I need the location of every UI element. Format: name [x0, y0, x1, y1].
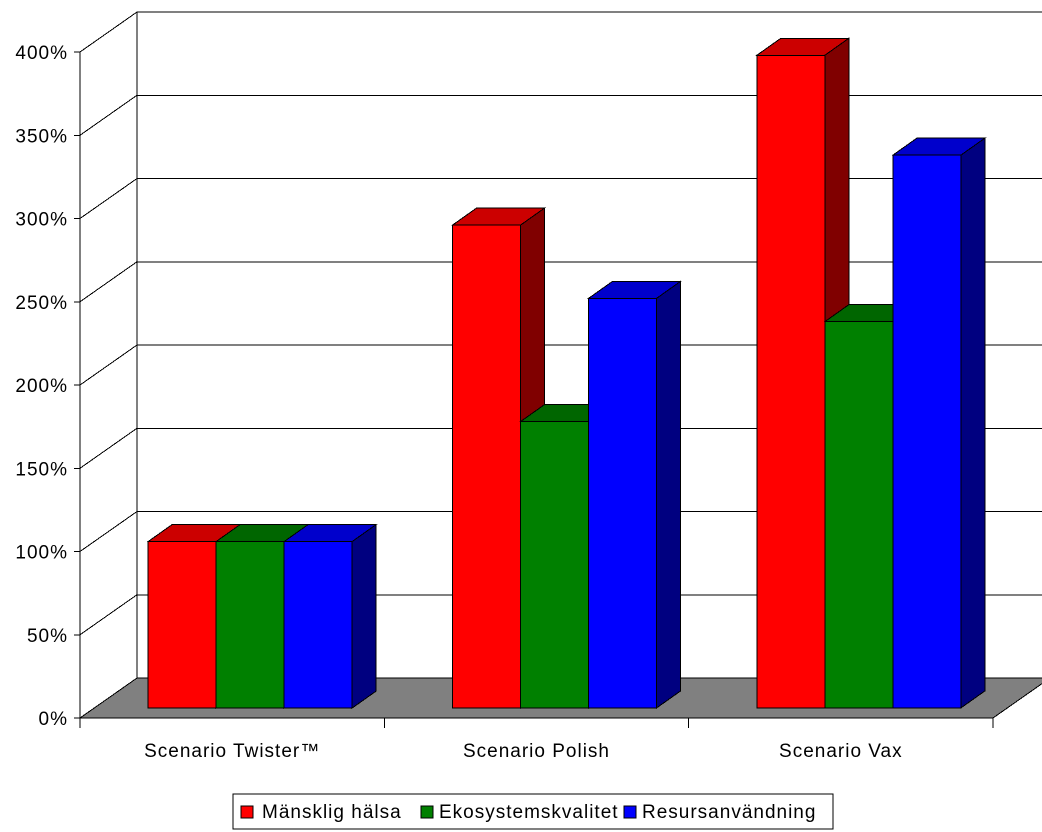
bar-front-face [452, 224, 521, 709]
bar-front-face [520, 421, 589, 709]
y-tick-label: 0% [39, 709, 68, 730]
y-tick-label: 250% [15, 293, 68, 314]
y-tick-label: 200% [15, 376, 68, 397]
bar [282, 523, 378, 709]
legend-swatch [240, 805, 254, 819]
legend-item: Ekosystemskvalitet [420, 802, 619, 823]
legend-swatch [420, 805, 434, 819]
bar-side-face [656, 280, 681, 709]
bar-front-face [756, 54, 826, 709]
y-tick-label: 50% [27, 626, 68, 647]
bar-side-face [960, 137, 986, 709]
floor-right-edge [992, 683, 1042, 719]
y-tick-label: 350% [15, 126, 68, 147]
x-tick-label: Scenario Twister™ [144, 741, 320, 762]
y-tick-label: 300% [15, 210, 68, 231]
legend-box [232, 793, 834, 830]
legend-item: Resursanvändning [623, 802, 816, 823]
x-tick-label: Scenario Vax [779, 741, 903, 762]
side-wall-gridline [79, 511, 138, 552]
legend-label: Resursanvändning [642, 802, 816, 823]
side-wall-gridline [79, 344, 138, 386]
side-wall-gridline [79, 178, 138, 219]
bar [891, 137, 987, 709]
side-wall-gridline [79, 427, 138, 469]
legend: Mänsklig hälsa Ekosystemskvalitet Resursan… [232, 793, 834, 830]
y-tick-label: 100% [15, 543, 68, 564]
y-tick-label: 400% [15, 43, 68, 64]
bar [586, 280, 683, 709]
chart-axes: 0% 50% 100% 150% 200% 250% 300% 350% 400% Scenari… [15, 43, 994, 762]
legend-label: Ekosystemskvalitet [439, 802, 619, 823]
bar-front-face [892, 154, 962, 709]
bar-front-face [824, 321, 894, 709]
side-wall-gridline [79, 94, 138, 136]
side-wall-gridline [79, 677, 138, 719]
bar-front-face [147, 541, 217, 709]
bar-side-face [351, 523, 377, 709]
bar-front-face [588, 297, 657, 709]
side-wall-gridline [79, 594, 138, 636]
y-tick-label: 150% [15, 459, 68, 480]
bar-front-face [283, 541, 353, 709]
legend-swatch [623, 805, 637, 819]
side-wall-gridline [79, 261, 138, 303]
chart-bars [146, 37, 987, 709]
bar-front-face [215, 541, 285, 709]
legend-item: Mänsklig hälsa [240, 802, 402, 823]
side-wall-gridline [79, 11, 138, 53]
x-tick-label: Scenario Polish [463, 741, 610, 762]
legend-label: Mänsklig hälsa [262, 802, 402, 823]
